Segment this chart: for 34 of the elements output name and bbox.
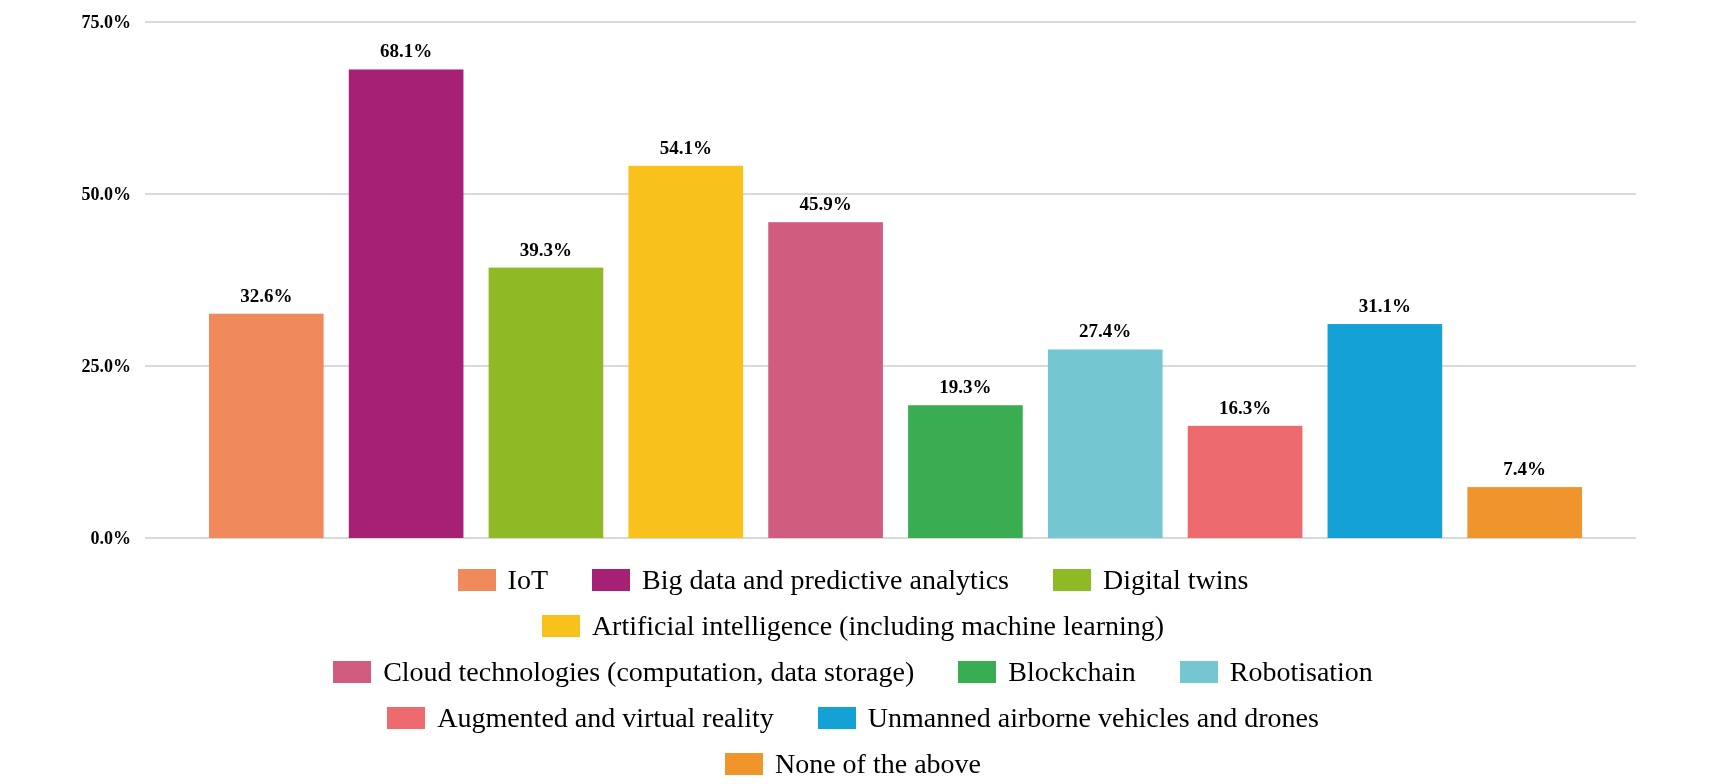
y-tick-label: 50.0% [81, 184, 131, 205]
data-label: 31.1% [1358, 295, 1411, 317]
y-tick-label: 75.0% [81, 12, 131, 33]
bar [1047, 349, 1163, 538]
bar [1327, 324, 1443, 538]
bar [1187, 425, 1303, 538]
legend-label: Digital twins [1102, 564, 1249, 596]
legend-label: Cloud technologies (computation, data storage) [383, 656, 915, 688]
data-label: 39.3% [519, 238, 573, 260]
bar [488, 267, 604, 538]
legend-label: None of the above [774, 748, 982, 780]
data-label: 7.4% [1503, 458, 1547, 480]
bar [348, 69, 464, 538]
data-label: 68.1% [380, 40, 433, 62]
bar [908, 405, 1023, 538]
legend-label: Unmanned airborne vehicles and drones [867, 702, 1319, 734]
legend-label: Robotisation [1229, 656, 1373, 688]
data-label: 45.9% [799, 193, 852, 215]
data-label: 16.3% [1218, 396, 1272, 418]
y-tick-label: 25.0% [81, 356, 131, 377]
legend-label: Artificial intelligence (including machine learning) [591, 610, 1165, 642]
legend-label: Blockchain [1008, 656, 1136, 688]
legend-label: Augmented and virtual reality [437, 702, 774, 734]
bar [768, 222, 883, 538]
legend-label: IoT [507, 564, 548, 596]
data-label: 27.4% [1079, 320, 1132, 342]
bar [1467, 487, 1583, 538]
data-label: 54.1% [659, 136, 712, 158]
data-label: 32.6% [240, 284, 293, 306]
data-label: 19.3% [939, 376, 992, 398]
legend-label: Big data and predictive analytics [642, 564, 1009, 596]
bar [208, 313, 324, 538]
y-tick-label: 0.0% [90, 528, 131, 549]
bar [628, 165, 744, 538]
